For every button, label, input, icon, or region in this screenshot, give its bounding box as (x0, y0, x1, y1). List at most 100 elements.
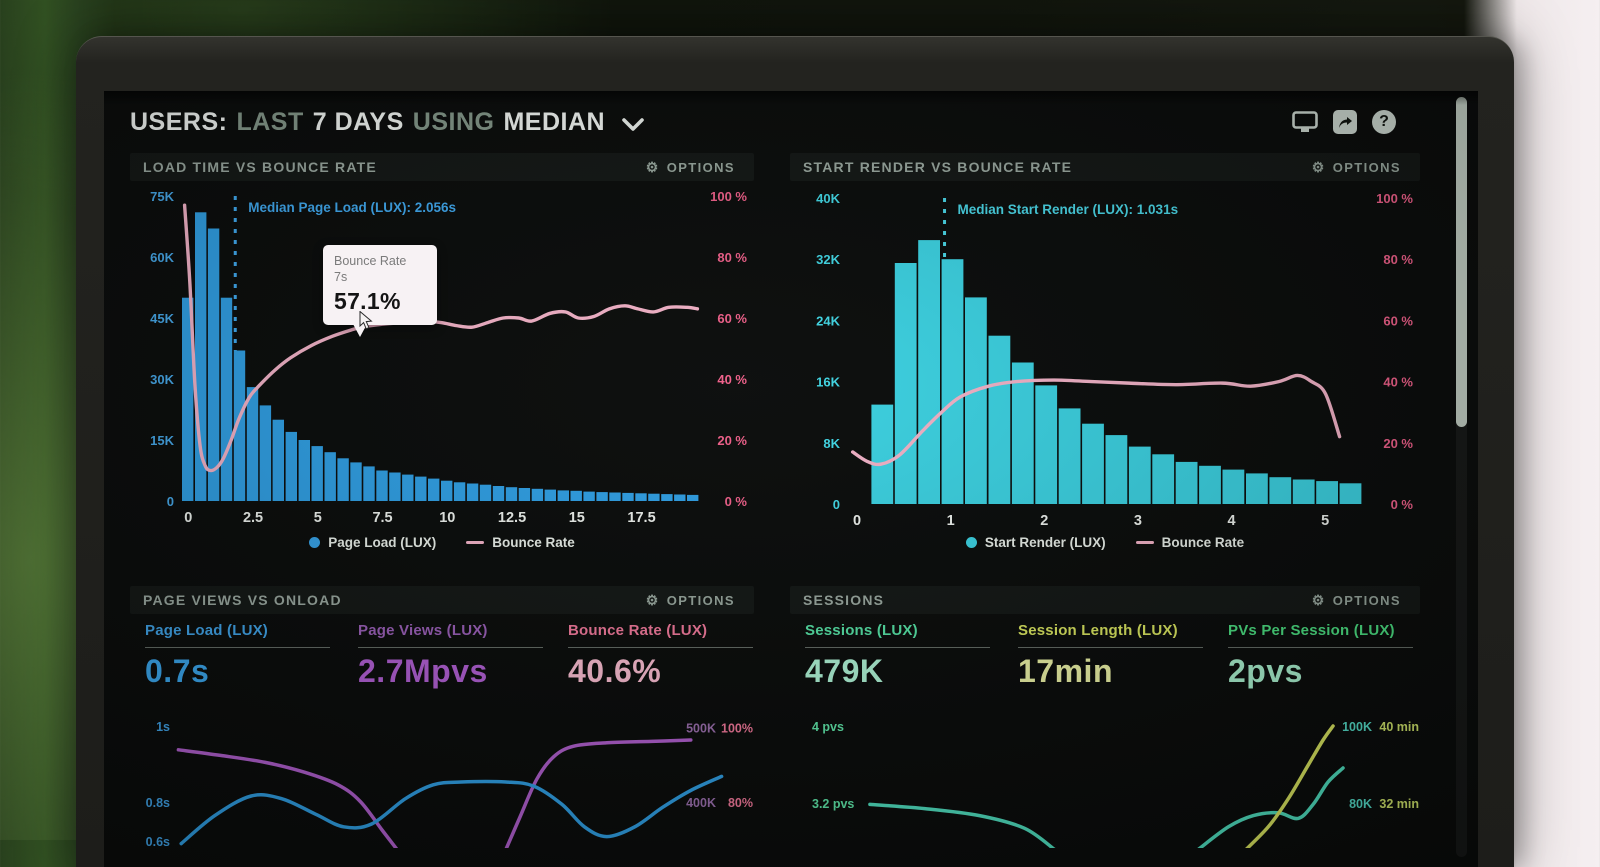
axis-tick-label: 24K (816, 313, 840, 328)
scrollbar-thumb[interactable] (1456, 97, 1467, 427)
panel-start-render-vs-bounce-rate: START RENDER VS BOUNCE RATE ⚙ OPTIONS Me… (790, 153, 1420, 557)
legend-dot-swatch (309, 537, 321, 548)
axis-tick-label: 7.5 (372, 510, 392, 526)
axis-tick-label: 45K (150, 311, 174, 326)
axis-tick-label: 3.2 pvs (812, 797, 854, 811)
options-button[interactable]: ⚙ OPTIONS (640, 592, 741, 609)
legend-item-page-load[interactable]: Page Load (LUX) (309, 535, 436, 550)
axis-tick-label: 15 (569, 510, 585, 526)
metric-label: Session Length (LUX) (1018, 622, 1178, 639)
options-button[interactable]: ⚙ OPTIONS (1306, 159, 1407, 176)
panel-title: START RENDER VS BOUNCE RATE (803, 159, 1073, 175)
options-button[interactable]: ⚙ OPTIONS (1306, 592, 1407, 609)
histogram-bars (871, 240, 1362, 505)
metric-underline (1228, 647, 1413, 648)
legend-dot-swatch (965, 537, 977, 548)
histogram-bars (182, 212, 699, 502)
series-line (179, 774, 724, 846)
axis-tick-label: 0 (167, 494, 174, 509)
metric-label: Page Load (LUX) (145, 622, 269, 639)
axis-tick-label: 20 % (717, 433, 747, 448)
series-line (504, 738, 693, 848)
legend-item-start-render[interactable]: Start Render (LUX) (965, 535, 1106, 550)
metric-value: 479K (805, 653, 884, 689)
axis-tick-label: 0.6s (146, 835, 170, 848)
axis-tick-label: 4 (1228, 513, 1236, 529)
laptop-bezel: USERS: LAST 7 DAYS USING MEDIAN (76, 36, 1514, 867)
legend-label: Page Load (LUX) (328, 535, 437, 550)
tooltip-subtitle: 7s (334, 269, 348, 284)
series-line (868, 802, 1056, 848)
start-render-histogram-chart[interactable]: Median Start Render (LUX): 1.031s 40K 32K 2… (790, 183, 1420, 557)
chart-legend: Start Render (LUX) Bounce Rate (790, 535, 1420, 550)
sessions-line-chart[interactable]: 4 pvs 3.2 pvs 100K 40 min 80K 32 min (790, 698, 1420, 848)
axis-tick-label: 2.5 (243, 510, 263, 526)
axis-tick-label: 40 % (1383, 375, 1413, 390)
header-segment: LAST (236, 107, 304, 136)
panel-load-time-vs-bounce-rate: LOAD TIME VS BOUNCE RATE ⚙ OPTIONS Media… (130, 153, 754, 557)
axis-tick-label: 60 % (717, 311, 747, 326)
median-label: Median Page Load (LUX): 2.056s (248, 200, 456, 215)
metric-label: PVs Per Session (LUX) (1228, 622, 1395, 639)
options-button[interactable]: ⚙ OPTIONS (640, 159, 741, 176)
legend-item-bounce-rate[interactable]: Bounce Rate (1135, 535, 1244, 550)
share-icon[interactable] (1333, 110, 1357, 134)
header-segment: MEDIAN (503, 107, 606, 136)
axis-tick-label: 400K (686, 796, 716, 810)
metric-underline (568, 647, 753, 648)
axis-tick-label: 12.5 (498, 510, 526, 526)
series-line (1197, 766, 1345, 848)
chevron-down-icon (622, 117, 644, 131)
header-actions: ? (1292, 110, 1396, 134)
axis-tick-label: 30K (150, 372, 174, 387)
axis-tick-label: 0 (833, 497, 840, 512)
axis-tick-label: 20 % (1383, 436, 1413, 451)
dashboard-header: USERS: LAST 7 DAYS USING MEDIAN (130, 101, 1438, 143)
axis-tick-label: 2 (1040, 513, 1048, 529)
gear-icon: ⚙ (1311, 592, 1326, 608)
legend-line-swatch (1135, 540, 1154, 545)
metric-underline (805, 647, 990, 648)
metric-bounce-rate: Bounce Rate (LUX) 40.6% (568, 622, 768, 690)
load-time-histogram-chart[interactable]: Median Page Load (LUX): 2.056s 75K 60K 45K 3… (130, 183, 754, 557)
panel-sessions: SESSIONS ⚙ OPTIONS Sessions (LUX) 479K S… (790, 586, 1420, 867)
scrollbar-track[interactable] (1456, 97, 1467, 857)
axis-tick-label: 32 min (1379, 797, 1419, 811)
legend-item-bounce-rate[interactable]: Bounce Rate (466, 535, 575, 550)
metric-value: 2pvs (1228, 653, 1303, 689)
metric-value: 17min (1018, 653, 1113, 689)
series-line (176, 748, 399, 848)
monitor-icon[interactable] (1292, 111, 1318, 133)
axis-tick-label: 17.5 (627, 510, 655, 526)
axis-tick-label: 80% (728, 796, 753, 810)
axis-tick-label: 80 % (1383, 252, 1413, 267)
axis-tick-label: 1 (947, 513, 955, 529)
axis-tick-label: 0 (184, 510, 192, 526)
bounce-rate-line (850, 373, 1342, 467)
metrics-row: Page Load (LUX) 0.7s Page Views (LUX) 2.… (130, 622, 754, 698)
options-label: OPTIONS (1332, 592, 1401, 608)
axis-tick-label: 100 % (1376, 191, 1413, 206)
axis-tick-label: 3 (1134, 513, 1142, 529)
axis-tick-label: 8K (823, 436, 840, 451)
axis-tick-label: 4 pvs (812, 720, 844, 734)
options-label: OPTIONS (666, 159, 735, 175)
page-views-line-chart[interactable]: 1s 0.8s 0.6s 500K 100% 400K 80% (130, 698, 754, 848)
axis-tick-label: 15K (150, 433, 174, 448)
chart-legend: Page Load (LUX) Bounce Rate (130, 535, 754, 550)
axis-tick-label: 75K (150, 189, 174, 204)
metric-pvs-per-session: PVs Per Session (LUX) 2pvs (1228, 622, 1428, 690)
gear-icon: ⚙ (645, 159, 660, 175)
metric-underline (1018, 647, 1203, 648)
axis-tick-label: 100 % (710, 189, 747, 204)
series-line (1245, 724, 1335, 848)
help-icon[interactable]: ? (1372, 110, 1396, 134)
gear-icon: ⚙ (1311, 159, 1326, 175)
panel-titlebar: LOAD TIME VS BOUNCE RATE ⚙ OPTIONS (130, 153, 754, 181)
users-filter-dropdown[interactable]: USERS: LAST 7 DAYS USING MEDIAN (130, 108, 644, 137)
metric-value: 40.6% (568, 653, 662, 689)
axis-tick-label: 100K (1342, 720, 1372, 734)
metric-underline (145, 647, 330, 648)
axis-tick-label: 0.8s (146, 796, 170, 810)
tooltip-value: 57.1% (334, 288, 401, 315)
